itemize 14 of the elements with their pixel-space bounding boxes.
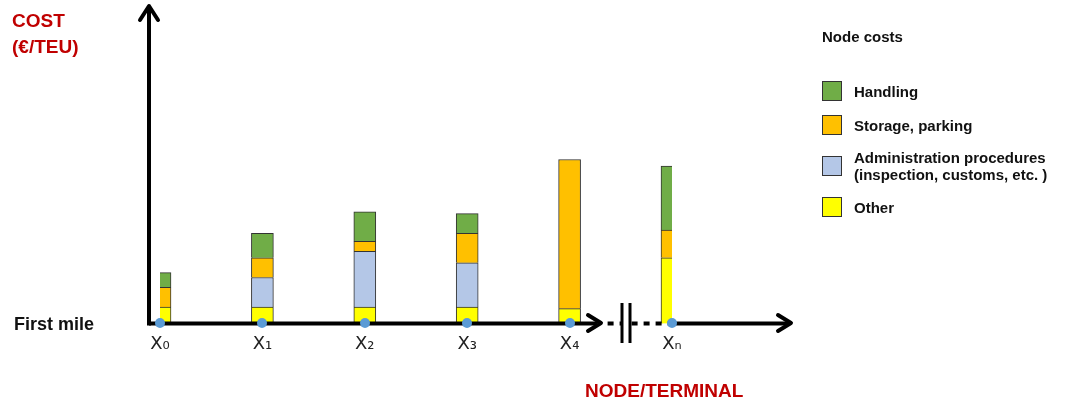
x-tick-label: X₃: [457, 331, 477, 353]
text: First mile: [14, 314, 95, 335]
legend-label: Handling: [854, 82, 919, 100]
x-tick-label: X₁: [252, 331, 273, 353]
x-tick-label: Xₙ: [662, 331, 682, 353]
legend-label: Other: [854, 198, 895, 216]
legend-title: Node costs: [822, 28, 904, 45]
x-tick-label: X₄: [559, 331, 580, 353]
text: COST (€/TEU): [12, 9, 80, 59]
x-axis-title: NODE/TERMINAL: [585, 380, 744, 402]
legend-label: Storage, parking: [854, 116, 973, 134]
legend-label: Administration procedures (inspection, customs, etc. ): [854, 149, 1049, 183]
x-tick-label: X₀: [150, 331, 170, 353]
x-tick-label: X₂: [355, 331, 375, 353]
